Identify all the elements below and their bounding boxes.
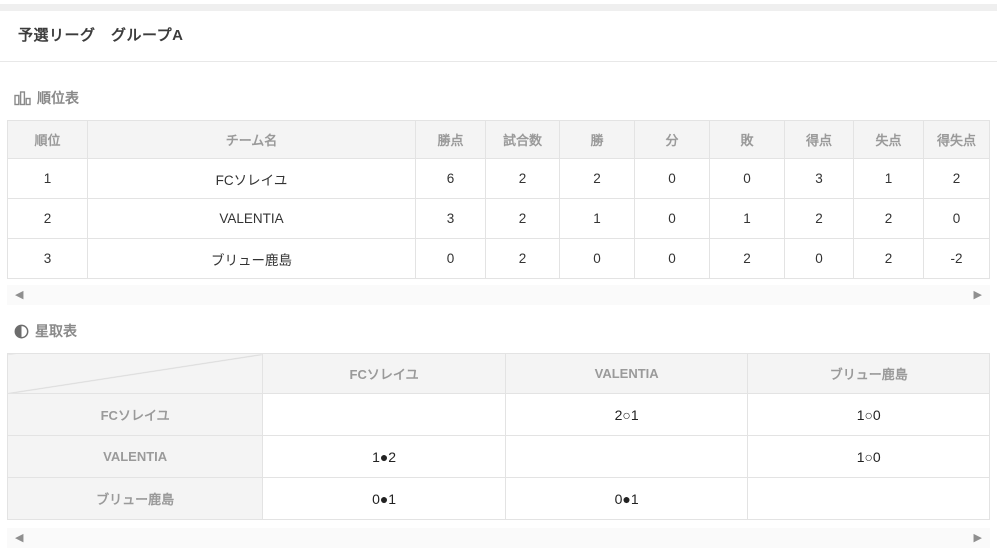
- lost-cell: 1: [709, 198, 785, 239]
- drawn-cell: 0: [634, 198, 710, 239]
- goals-for-cell: 2: [784, 198, 854, 239]
- drawn-cell: 0: [634, 238, 710, 279]
- standings-header-row: 順位 チーム名 勝点 試合数 勝 分 敗 得点 失点 得失点: [7, 120, 990, 159]
- goal-diff-cell: 0: [923, 198, 990, 239]
- result-cell: 0●1: [262, 477, 506, 520]
- col-header-goal-diff: 得失点: [923, 120, 990, 159]
- page-header: 予選リーグ グループA: [0, 11, 997, 62]
- lost-cell: 0: [709, 158, 785, 199]
- table-row: VALENTIA 1●2 1○0: [6, 435, 990, 478]
- goals-against-cell: 1: [853, 158, 924, 199]
- results-scrollbar[interactable]: ◀ ▶: [7, 528, 990, 548]
- played-cell: 2: [485, 198, 560, 239]
- col-header-played: 試合数: [485, 120, 560, 159]
- scroll-right-icon[interactable]: ▶: [973, 288, 982, 301]
- table-row: 1 FCソレイユ 6 2 2 0 0 3 1 2: [7, 158, 990, 199]
- row-header-team: FCソレイユ: [6, 393, 264, 436]
- goals-for-cell: 0: [784, 238, 854, 279]
- standings-table: 順位 チーム名 勝点 試合数 勝 分 敗 得点 失点 得失点 1 FCソレイユ …: [7, 120, 990, 279]
- rank-cell: 2: [7, 198, 88, 239]
- result-cell: [747, 477, 990, 520]
- col-header-drawn: 分: [634, 120, 710, 159]
- goals-against-cell: 2: [853, 198, 924, 239]
- table-row: ブリュー鹿島 0●1 0●1: [6, 477, 990, 520]
- scroll-left-icon[interactable]: ◀: [15, 288, 24, 301]
- scroll-left-icon[interactable]: ◀: [15, 531, 24, 544]
- col-header-team: FCソレイユ: [262, 353, 506, 394]
- won-cell: 0: [559, 238, 635, 279]
- result-cell: 0●1: [504, 477, 749, 520]
- played-cell: 2: [485, 238, 560, 279]
- col-header-team: ブリュー鹿島: [747, 353, 990, 394]
- col-header-lost: 敗: [709, 120, 785, 159]
- points-cell: 3: [415, 198, 486, 239]
- result-cell: [262, 393, 506, 436]
- goals-for-cell: 3: [784, 158, 854, 199]
- scroll-right-icon[interactable]: ▶: [973, 531, 982, 544]
- top-bar: [0, 4, 997, 11]
- drawn-cell: 0: [634, 158, 710, 199]
- result-cell: 1○0: [747, 393, 990, 436]
- col-header-goals-against: 失点: [853, 120, 924, 159]
- rank-cell: 1: [7, 158, 88, 199]
- team-cell: VALENTIA: [87, 198, 416, 239]
- standings-scrollbar[interactable]: ◀ ▶: [7, 285, 990, 305]
- corner-diagonal-cell: [6, 353, 264, 394]
- main-content: 順位表 順位 チーム名 勝点 試合数 勝 分 敗 得点 失点 得失点 1: [0, 88, 997, 548]
- points-cell: 0: [415, 238, 486, 279]
- row-header-team: VALENTIA: [6, 435, 264, 478]
- col-header-won: 勝: [559, 120, 635, 159]
- col-header-points: 勝点: [415, 120, 486, 159]
- table-row: 3 ブリュー鹿島 0 2 0 0 2 0 2 -2: [7, 238, 990, 279]
- table-row: 2 VALENTIA 3 2 1 0 1 2 2 0: [7, 198, 990, 239]
- result-cell: 1●2: [262, 435, 506, 478]
- results-header-row: FCソレイユ VALENTIA ブリュー鹿島: [6, 353, 990, 394]
- goals-against-cell: 2: [853, 238, 924, 279]
- col-header-team: VALENTIA: [504, 353, 749, 394]
- points-cell: 6: [415, 158, 486, 199]
- half-circle-icon: [14, 324, 29, 339]
- page-title: 予選リーグ グループA: [18, 27, 184, 44]
- standings-section-title: 順位表: [37, 90, 79, 106]
- team-cell: ブリュー鹿島: [87, 238, 416, 279]
- lost-cell: 2: [709, 238, 785, 279]
- goal-diff-cell: -2: [923, 238, 990, 279]
- played-cell: 2: [485, 158, 560, 199]
- col-header-team: チーム名: [87, 120, 416, 159]
- standings-section-label: 順位表: [14, 88, 990, 108]
- bar-chart-icon: [14, 90, 31, 106]
- col-header-goals-for: 得点: [784, 120, 854, 159]
- results-table: FCソレイユ VALENTIA ブリュー鹿島 FCソレイユ 2○1 1○0 VA…: [6, 353, 990, 520]
- row-header-team: ブリュー鹿島: [6, 477, 264, 520]
- col-header-rank: 順位: [7, 120, 88, 159]
- results-section-title: 星取表: [35, 323, 77, 339]
- won-cell: 2: [559, 158, 635, 199]
- won-cell: 1: [559, 198, 635, 239]
- rank-cell: 3: [7, 238, 88, 279]
- result-cell: [504, 435, 749, 478]
- results-section-label: 星取表: [14, 321, 990, 341]
- goal-diff-cell: 2: [923, 158, 990, 199]
- result-cell: 1○0: [747, 435, 990, 478]
- result-cell: 2○1: [504, 393, 749, 436]
- table-row: FCソレイユ 2○1 1○0: [6, 393, 990, 436]
- team-cell: FCソレイユ: [87, 158, 416, 199]
